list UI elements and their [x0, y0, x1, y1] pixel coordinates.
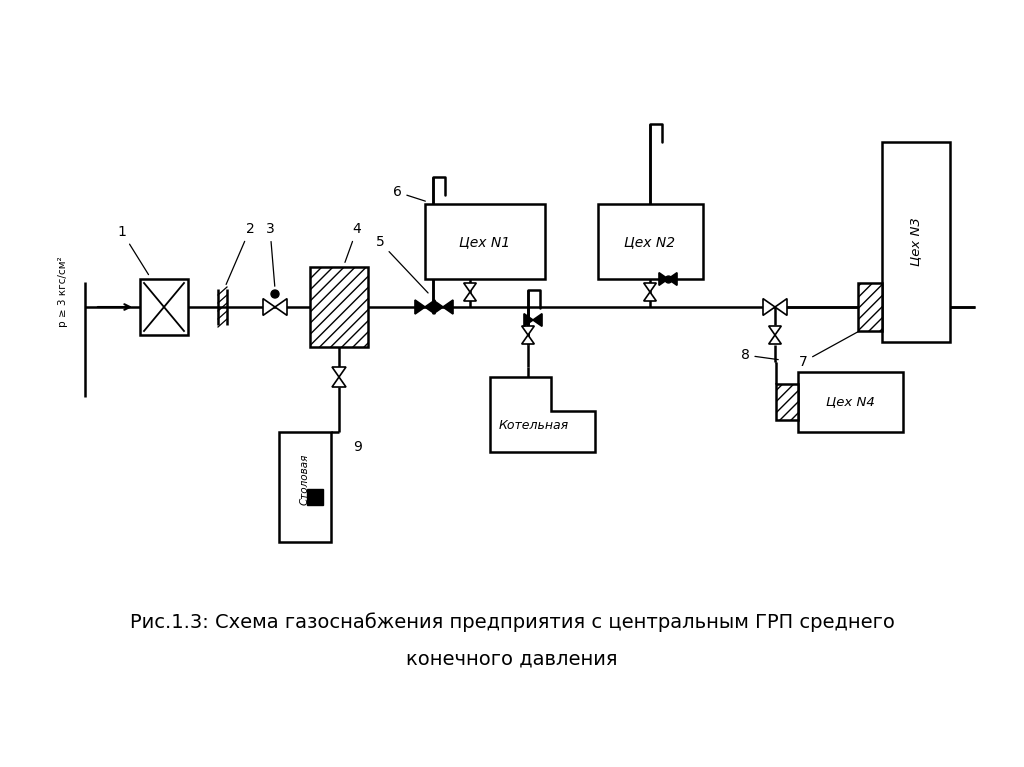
Polygon shape [521, 326, 535, 335]
Polygon shape [490, 377, 595, 452]
Polygon shape [425, 300, 435, 314]
Polygon shape [769, 335, 781, 344]
Polygon shape [524, 314, 534, 326]
Text: конечного давления: конечного давления [407, 650, 617, 669]
Text: 2: 2 [226, 222, 254, 285]
Bar [598, 204, 703, 279]
Polygon shape [763, 298, 775, 315]
Text: 6: 6 [392, 185, 425, 201]
Polygon shape [464, 283, 476, 292]
Polygon shape [534, 314, 542, 326]
Polygon shape [433, 300, 443, 314]
Bar [425, 204, 545, 279]
Polygon shape [521, 335, 535, 344]
Text: 7: 7 [799, 331, 860, 369]
Text: Рис.1.3: Схема газоснабжения предприятия с центральным ГРП среднего: Рис.1.3: Схема газоснабжения предприятия… [130, 612, 894, 632]
Bar [310, 267, 368, 347]
Polygon shape [644, 283, 656, 292]
Text: Цех N3: Цех N3 [909, 218, 923, 266]
Polygon shape [775, 298, 787, 315]
Bar [140, 279, 188, 335]
Polygon shape [464, 292, 476, 301]
Text: 9: 9 [353, 440, 361, 454]
Text: Цех N1: Цех N1 [460, 235, 511, 249]
Text: Цех N2: Цех N2 [625, 235, 676, 249]
Polygon shape [659, 273, 668, 285]
Text: Цех N4: Цех N4 [825, 396, 874, 409]
Circle shape [271, 290, 279, 298]
Bar [882, 142, 950, 342]
Text: 5: 5 [376, 235, 428, 293]
Bar [307, 489, 323, 505]
Text: 3: 3 [265, 222, 274, 286]
Text: Столовая: Столовая [300, 453, 310, 505]
Polygon shape [275, 298, 287, 315]
Text: 1: 1 [118, 225, 148, 275]
Polygon shape [644, 292, 656, 301]
Text: 4: 4 [345, 222, 361, 262]
Bar [279, 432, 331, 542]
Bar [798, 372, 903, 432]
Polygon shape [332, 367, 346, 377]
Text: 8: 8 [740, 348, 778, 362]
Bar [858, 283, 882, 331]
Text: Котельная: Котельная [499, 420, 569, 433]
Polygon shape [443, 300, 453, 314]
Polygon shape [415, 300, 425, 314]
Bar [776, 384, 798, 420]
Polygon shape [332, 377, 346, 387]
Polygon shape [769, 326, 781, 335]
Polygon shape [668, 273, 677, 285]
Text: р ≥ 3 кгс/см²: р ≥ 3 кгс/см² [58, 257, 68, 328]
Polygon shape [263, 298, 275, 315]
